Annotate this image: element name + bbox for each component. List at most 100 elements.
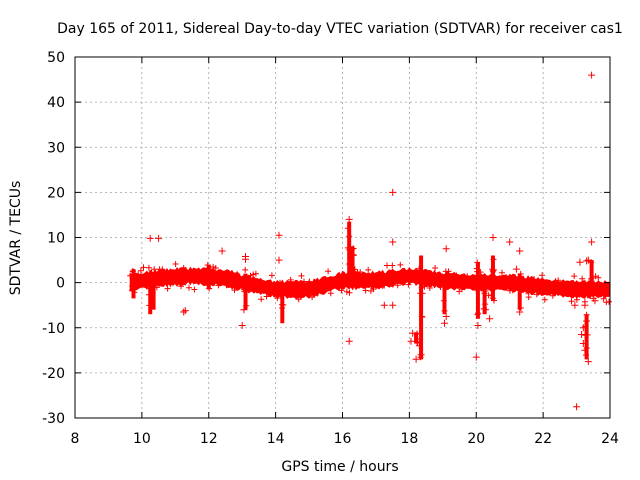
band-point (378, 274, 385, 281)
data-point (155, 234, 163, 242)
spread-point (517, 275, 524, 282)
y-tick-label: -20 (42, 366, 65, 382)
band-point (298, 272, 305, 279)
band-point (287, 276, 294, 283)
band-point (178, 283, 184, 290)
spread-point (277, 292, 284, 299)
band-point (525, 294, 532, 301)
band-point (247, 272, 254, 279)
data-point (146, 234, 154, 242)
spread-point (240, 286, 247, 293)
band-point (386, 272, 393, 279)
data-point (576, 258, 584, 266)
band-point (293, 293, 299, 300)
data-point (389, 238, 397, 246)
spread-point (151, 272, 158, 279)
data-point (275, 256, 283, 264)
data-point (516, 247, 524, 255)
spread-point (474, 259, 481, 266)
spread-point (129, 271, 136, 278)
spread-point (474, 268, 481, 275)
band-point (327, 290, 334, 297)
data-point (581, 346, 589, 354)
band-point (557, 285, 564, 292)
spread-point (440, 297, 447, 304)
band-point (560, 290, 567, 297)
band-point (260, 286, 267, 293)
band-point (496, 276, 503, 283)
band-point (432, 265, 439, 271)
band-point (464, 273, 471, 280)
band-point (539, 272, 546, 279)
band-point (523, 288, 530, 295)
y-tick-label: 20 (47, 185, 65, 201)
data-point (345, 215, 353, 223)
band-point (413, 273, 420, 279)
data-point (415, 342, 423, 350)
band-point (161, 270, 168, 277)
band-point (606, 298, 612, 305)
band-point (258, 296, 265, 303)
band-point (290, 289, 297, 296)
band-point (325, 268, 332, 275)
band-point (434, 280, 441, 287)
data-point (579, 324, 587, 332)
band-point (234, 271, 241, 278)
y-tick-label: -30 (42, 411, 65, 427)
band-point (330, 280, 337, 287)
data-point (584, 358, 592, 366)
band-point (579, 275, 586, 282)
x-tick-label: 12 (200, 431, 218, 447)
band-point (499, 269, 505, 276)
band-point (394, 282, 401, 289)
band-point (223, 282, 230, 289)
band-point (392, 270, 398, 277)
spread-point (241, 278, 248, 285)
data-point (573, 292, 581, 300)
spread-point (482, 301, 489, 308)
band-point (370, 286, 377, 293)
spread-point (476, 275, 483, 282)
data-point (588, 71, 596, 79)
band-point (512, 274, 519, 281)
data-point (380, 301, 388, 309)
band-point (600, 295, 607, 302)
band-point (188, 268, 195, 275)
band-point (571, 273, 578, 280)
band-point (306, 278, 313, 285)
band-point (346, 289, 353, 296)
spread-point (589, 274, 596, 281)
data-point (389, 188, 397, 196)
band-point (274, 295, 281, 302)
band-point (271, 284, 278, 291)
data-point (240, 306, 248, 314)
spread-point (442, 280, 449, 287)
band-point (301, 278, 307, 285)
spread-point (344, 225, 351, 232)
spread-point (481, 285, 487, 292)
band-point (426, 285, 433, 291)
band-point (373, 277, 380, 283)
x-axis-label: GPS time / hours (281, 459, 398, 475)
spread-point (346, 233, 353, 240)
band-point (357, 269, 364, 275)
data-point (345, 337, 353, 345)
data-point (242, 255, 249, 263)
band-point (445, 268, 452, 275)
band-point (319, 280, 326, 287)
data-point (583, 317, 591, 325)
spread-point (206, 285, 213, 292)
band-point (151, 266, 158, 273)
x-tick-label: 16 (334, 431, 352, 447)
band-point (461, 277, 468, 284)
data-point (412, 355, 420, 363)
y-tick-label: -10 (42, 321, 65, 337)
data-point (578, 331, 586, 338)
band-point (397, 261, 404, 268)
band-point (145, 264, 152, 271)
band-point (362, 287, 369, 294)
data-point (571, 301, 579, 309)
x-tick-label: 14 (267, 431, 285, 447)
data-point (486, 315, 494, 323)
